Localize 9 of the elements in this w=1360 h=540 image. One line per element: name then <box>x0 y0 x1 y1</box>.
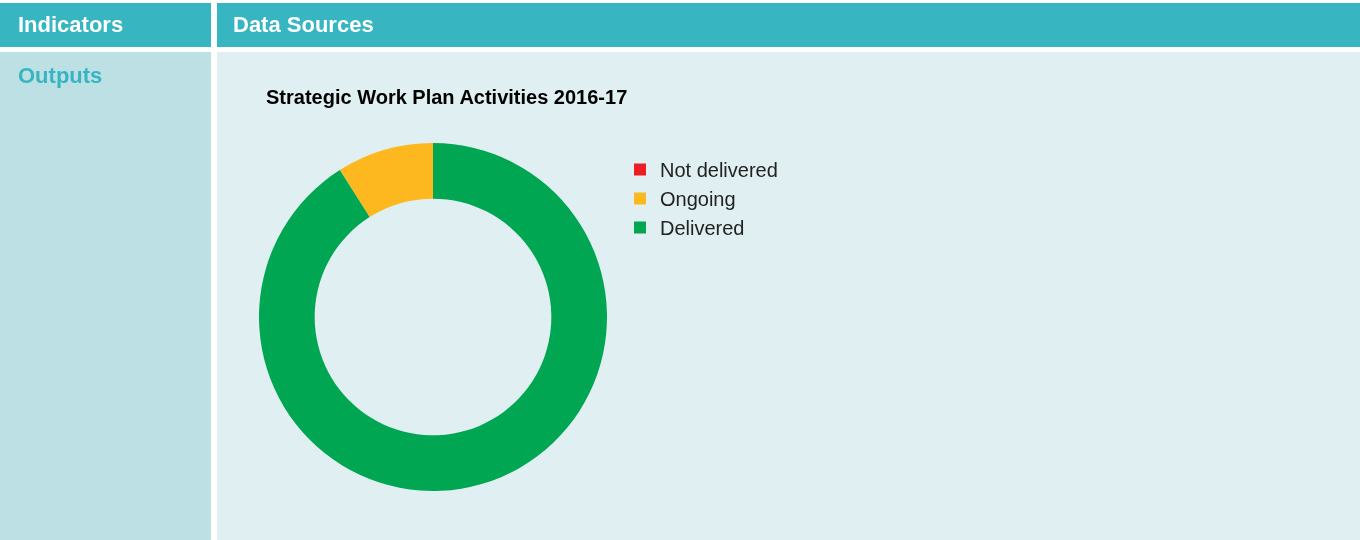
donut-slice <box>259 143 607 491</box>
text: Data Sources <box>233 12 374 37</box>
legend-label: Ongoing <box>660 188 736 211</box>
text: Indicators <box>18 12 124 37</box>
chart-title: Strategic Work Plan Activities 2016-17 <box>266 86 628 108</box>
legend-label: Delivered <box>660 217 745 240</box>
donut-slice <box>339 143 433 218</box>
legend-label: Not delivered <box>660 159 778 182</box>
text: Outputs <box>18 63 103 88</box>
